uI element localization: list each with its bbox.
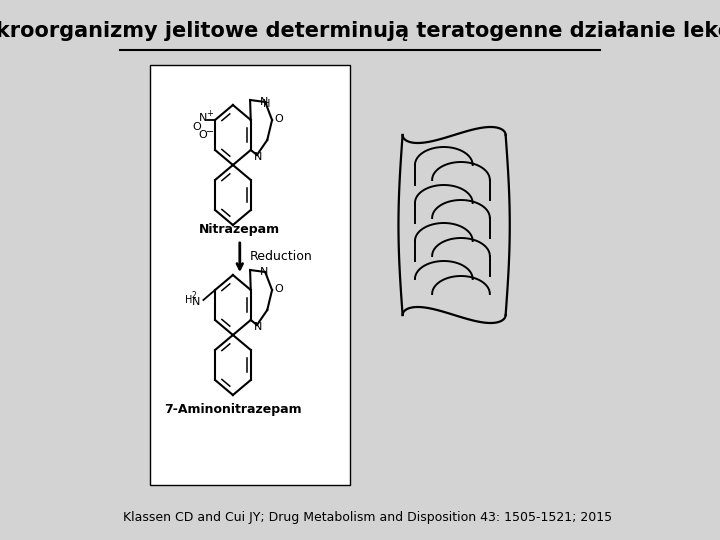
Text: O: O — [198, 130, 207, 140]
Text: O: O — [192, 122, 201, 132]
Text: O: O — [274, 284, 283, 294]
Text: −: − — [205, 127, 214, 137]
Text: Nitrazepam: Nitrazepam — [199, 224, 280, 237]
Text: +: + — [206, 110, 213, 118]
Text: N: N — [254, 152, 263, 162]
FancyBboxPatch shape — [381, 170, 528, 400]
Text: N: N — [254, 322, 263, 332]
Text: Mikroorganizmy jelitowe determinują teratogenne działanie leków: Mikroorganizmy jelitowe determinują tera… — [0, 19, 720, 40]
Text: H: H — [263, 99, 270, 109]
Text: O: O — [274, 114, 283, 124]
Text: N: N — [192, 297, 201, 307]
Text: Klassen CD and Cui JY; Drug Metabolism and Disposition 43: 1505-1521; 2015: Klassen CD and Cui JY; Drug Metabolism a… — [123, 511, 612, 524]
Text: N: N — [260, 97, 268, 107]
Text: H: H — [184, 295, 192, 305]
Text: 2: 2 — [192, 291, 196, 300]
Text: N: N — [260, 267, 268, 277]
Text: 7-Aminonitrazepam: 7-Aminonitrazepam — [164, 403, 302, 416]
FancyBboxPatch shape — [150, 65, 350, 485]
Text: Reduction: Reduction — [250, 251, 312, 264]
Text: N: N — [199, 113, 207, 123]
